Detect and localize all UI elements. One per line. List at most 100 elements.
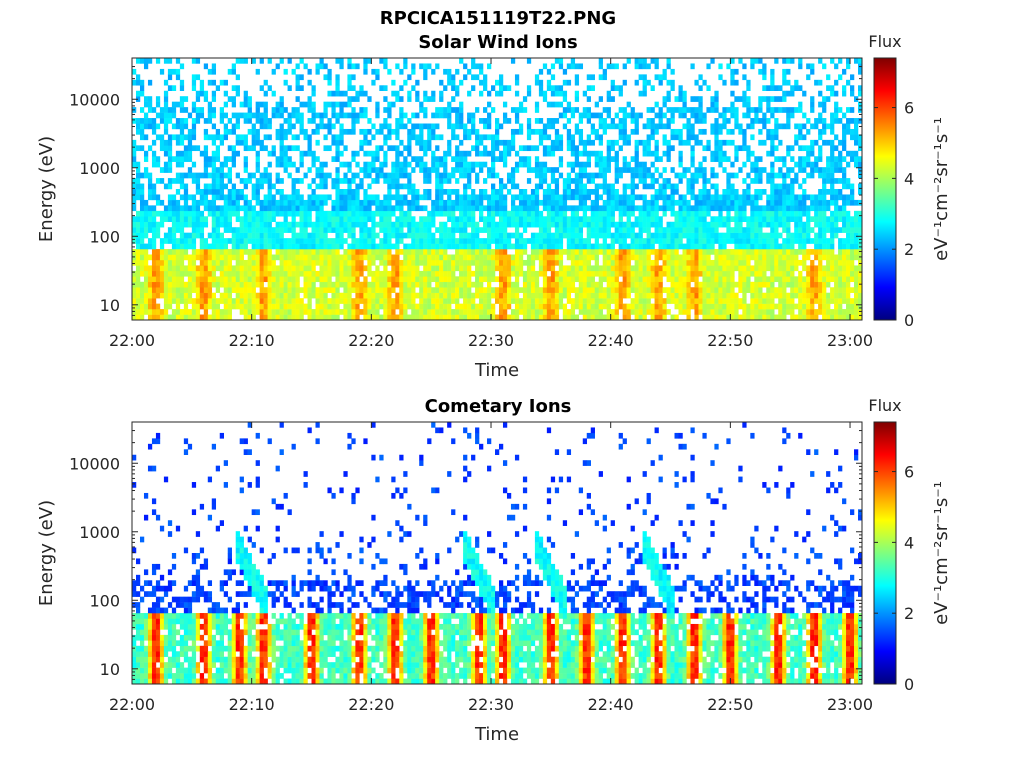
heatmap-cell (263, 101, 268, 108)
heatmap-cell (287, 238, 292, 244)
heatmap-cell (510, 134, 516, 141)
heatmap-cell (674, 189, 679, 195)
heatmap-cell (602, 210, 607, 217)
heatmap-cell (746, 314, 751, 321)
heatmap-cell (594, 303, 599, 310)
heatmap-cell (554, 128, 560, 135)
heatmap-cell (550, 270, 556, 277)
heatmap-cell (650, 128, 655, 135)
heatmap-cell (467, 281, 472, 288)
heatmap-cell (451, 128, 456, 135)
heatmap-cell (642, 90, 647, 97)
heatmap-cell (502, 85, 508, 91)
heatmap-cell (427, 238, 432, 244)
heatmap-cell (746, 259, 751, 266)
heatmap-cell (471, 303, 476, 310)
heatmap-cell (427, 167, 432, 173)
heatmap-cell (367, 128, 372, 135)
heatmap-cell (526, 292, 532, 299)
heatmap-cell (167, 259, 173, 266)
heatmap-cell (179, 123, 185, 130)
heatmap-cell (722, 243, 727, 250)
heatmap-cell (706, 194, 711, 201)
heatmap-cell (475, 287, 480, 293)
heatmap-cell (295, 210, 300, 217)
heatmap-cell (275, 101, 280, 108)
heatmap-cell (570, 270, 576, 277)
heatmap-cell (610, 243, 615, 250)
heatmap-cell (395, 178, 400, 184)
panel-solar-wind: Solar Wind Ions 22:00 22:10 22:20 22:30 22:4… (36, 32, 952, 381)
heatmap-cell (443, 112, 448, 119)
heatmap-cell (634, 243, 639, 250)
heatmap-cell (147, 309, 153, 315)
heatmap-cell (423, 243, 428, 250)
heatmap-cell (451, 232, 456, 239)
heatmap-cell (722, 205, 727, 212)
heatmap-cell (359, 287, 364, 293)
heatmap-cell (132, 178, 137, 184)
heatmap-cell (706, 145, 711, 152)
heatmap-cell (295, 270, 300, 277)
heatmap-cell (287, 161, 292, 168)
heatmap-cell (195, 281, 201, 288)
heatmap-cell (271, 259, 276, 266)
heatmap-cell (746, 232, 751, 239)
heatmap-cell (662, 303, 667, 310)
heatmap-cell (443, 303, 448, 310)
heatmap-cell (483, 298, 488, 304)
heatmap-cell (706, 265, 711, 272)
heatmap-cell (630, 178, 635, 184)
heatmap-cell (742, 270, 747, 277)
heatmap-cell (722, 249, 727, 255)
heatmap-cell (443, 232, 448, 239)
heatmap-cell (219, 118, 224, 124)
heatmap-cell (283, 216, 288, 222)
heatmap-cell (319, 265, 324, 272)
heatmap-cell (283, 194, 288, 201)
heatmap-cell (419, 123, 424, 130)
heatmap-cell (495, 139, 500, 146)
heatmap-cell (415, 265, 420, 272)
heatmap-cell (155, 281, 161, 288)
heatmap-cell (475, 205, 480, 212)
heatmap-cell (670, 167, 675, 173)
heatmap-cell (227, 292, 232, 299)
heatmap-cell (283, 118, 288, 124)
heatmap-cell (195, 183, 201, 190)
heatmap-cell (670, 194, 675, 201)
heatmap-cell (355, 161, 360, 168)
heatmap-cell (135, 227, 141, 233)
heatmap-cell (530, 303, 536, 310)
heatmap-cell (191, 172, 197, 179)
heatmap-cell (223, 134, 228, 141)
heatmap-cell (566, 178, 572, 184)
heatmap-cell (566, 292, 572, 299)
heatmap-cell (666, 243, 671, 250)
heatmap-cell (175, 134, 181, 141)
heatmap-cell (475, 249, 480, 255)
heatmap-cell (243, 58, 248, 64)
heatmap-cell (610, 118, 615, 124)
heatmap-cell (227, 221, 232, 228)
heatmap-cell (167, 85, 173, 91)
heatmap-cell (395, 134, 400, 141)
heatmap-cell (722, 254, 727, 261)
heatmap-cell (530, 205, 536, 212)
heatmap-cell (714, 189, 719, 195)
heatmap-cell (319, 161, 324, 168)
heatmap-cell (742, 265, 747, 272)
heatmap-cell (463, 270, 468, 277)
heatmap-cell (658, 107, 663, 113)
heatmap-cell (171, 123, 177, 130)
heatmap-cell (243, 139, 248, 146)
heatmap-cell (243, 167, 248, 173)
heatmap-cell (554, 145, 560, 152)
heatmap-cell (698, 227, 703, 233)
heatmap-cell (379, 249, 384, 255)
heatmap-cell (626, 216, 631, 222)
heatmap-cell (534, 205, 540, 212)
heatmap-cell (558, 145, 564, 152)
heatmap-cell (455, 167, 460, 173)
heatmap-cell (303, 309, 308, 315)
